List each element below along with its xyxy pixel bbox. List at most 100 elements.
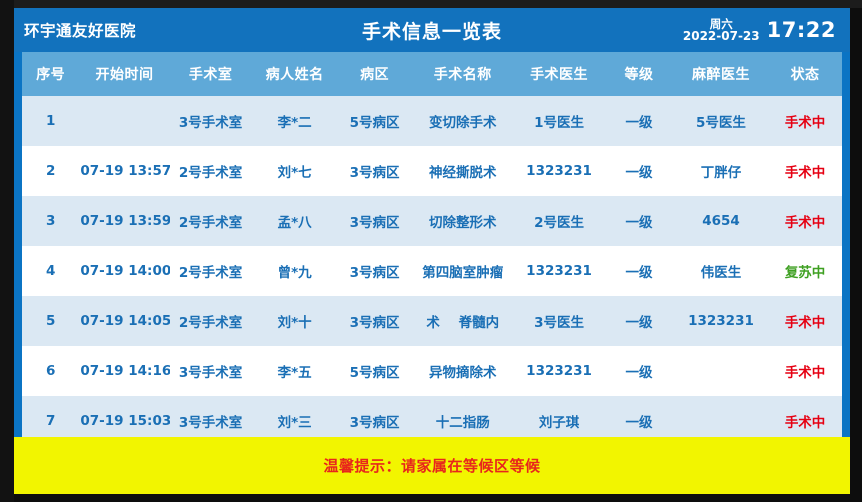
surgery-name-marquee: 变切除手术: [411, 97, 514, 145]
column-header-patient[interactable]: 病人姓名: [251, 52, 338, 96]
column-header-start_time[interactable]: 开始时间: [79, 52, 170, 96]
clock-time: 17:22: [766, 18, 836, 42]
surgery-name-marquee: 神经撕脱术: [411, 147, 514, 195]
notice-bar: 温馨提示：请家属在等候区等候: [14, 437, 850, 494]
cell-start_time: [79, 96, 170, 146]
status-badge: 手术中: [784, 165, 826, 181]
cell-surgery: 变切除手术: [411, 96, 514, 146]
status-badge: 复苏中: [784, 265, 826, 281]
cell-surgeon: 1323231: [513, 346, 605, 396]
column-header-status[interactable]: 状态: [768, 52, 842, 96]
cell-surgeon: 1323231: [513, 146, 605, 196]
cell-status: 手术中: [768, 96, 842, 146]
table-row[interactable]: 4 07-19 14:00 2号手术室 曾*九 3号病区 第四脑室肿瘤 1323231 一级伟…: [22, 246, 842, 296]
table-row[interactable]: 6 07-19 14:16 3号手术室 李*五 5号病区 异物摘除术 1323231 一级 手术…: [22, 346, 842, 396]
cell-ward: 3号病区: [337, 196, 412, 246]
surgery-name-marquee: 十二指肠: [411, 397, 514, 445]
weekday-label: 周六: [709, 16, 733, 31]
display-panel: 环宇通友好医院 手术信息一览表 周六 2022-07-23 17:22 序号 开始…: [14, 8, 850, 494]
cell-anesthetist: 丁胖仔: [673, 146, 769, 196]
cell-ward: 3号病区: [337, 246, 412, 296]
cell-index: 2: [22, 146, 80, 196]
cell-anesthetist: 4654: [673, 196, 769, 246]
cell-surgery: 第四脑室肿瘤: [411, 246, 514, 296]
cell-index: 4: [22, 246, 80, 296]
column-header-ward[interactable]: 病区: [337, 52, 412, 96]
cell-start_time: 07-19 13:57: [79, 146, 170, 196]
cell-level: 一级: [604, 246, 674, 296]
cell-surgeon: 2号医生: [513, 196, 605, 246]
cell-start_time: 07-19 13:59: [79, 196, 170, 246]
cell-ward: 3号病区: [337, 146, 412, 196]
cell-index: 3: [22, 196, 80, 246]
bezel-top: [0, 0, 862, 8]
table-row[interactable]: 5 07-19 14:05 2号手术室 刘*十 3号病区术 脊髓内 3号医生 一级 13232…: [22, 296, 842, 346]
hospital-name: 环宇通友好医院: [24, 22, 137, 40]
cell-patient: 李*二: [251, 96, 338, 146]
cell-start_time: 07-19 14:16: [79, 346, 170, 396]
surgery-name-marquee: 第四脑室肿瘤: [411, 247, 514, 295]
surgery-name-text: 变切除手术: [428, 115, 497, 131]
surgery-name-text: 术 脊髓内: [426, 315, 500, 331]
cell-ward: 3号病区: [337, 296, 412, 346]
cell-status: 复苏中: [768, 246, 842, 296]
cell-patient: 孟*八: [251, 196, 338, 246]
surgery-name-marquee: 切除整形术: [411, 197, 514, 245]
cell-level: 一级: [604, 146, 674, 196]
cell-status: 手术中: [768, 146, 842, 196]
clock-block: 周六 2022-07-23 17:22: [683, 18, 836, 43]
table-row[interactable]: 2 07-19 13:57 2号手术室 刘*七 3号病区 神经撕脱术 1323231 一级 丁胖…: [22, 146, 842, 196]
cell-start_time: 07-19 14:00: [79, 246, 170, 296]
cell-patient: 李*五: [251, 346, 338, 396]
cell-anesthetist: [673, 346, 769, 396]
surgery-name-marquee: 异物摘除术: [411, 347, 514, 395]
column-header-surgery[interactable]: 手术名称: [411, 52, 514, 96]
cell-anesthetist: 5号医生: [673, 96, 769, 146]
cell-surgery: 切除整形术: [411, 196, 514, 246]
surgery-name-marquee: 术 脊髓内: [411, 297, 514, 345]
surgery-info-table: 序号 开始时间 手术室 病人姓名 病区 手术名称 手术医生 等级 麻醉医生 状态 1 3号手术室 李*…: [22, 52, 842, 446]
cell-level: 一级: [604, 346, 674, 396]
cell-anesthetist: 伟医生: [673, 246, 769, 296]
cell-patient: 曾*九: [251, 246, 338, 296]
cell-room: 2号手术室: [169, 196, 252, 246]
cell-surgery: 术 脊髓内: [411, 296, 514, 346]
cell-patient: 刘*十: [251, 296, 338, 346]
cell-level: 一级: [604, 196, 674, 246]
surgery-name-text: 第四脑室肿瘤: [422, 265, 504, 281]
table-container: 序号 开始时间 手术室 病人姓名 病区 手术名称 手术医生 等级 麻醉医生 状态 1 3号手术室 李*…: [14, 52, 850, 494]
column-header-anesthetist[interactable]: 麻醉医生: [673, 52, 769, 96]
column-header-level[interactable]: 等级: [604, 52, 674, 96]
surgery-name-text: 十二指肠: [435, 415, 490, 431]
cell-index: 5: [22, 296, 80, 346]
column-header-index[interactable]: 序号: [22, 52, 80, 96]
table-body: 1 3号手术室 李*二 5号病区 变切除手术 1号医生 一级 5号医生 手术中 2 07-19 13…: [22, 96, 842, 446]
bezel-left: [0, 0, 14, 502]
cell-ward: 5号病区: [337, 96, 412, 146]
status-badge: 手术中: [784, 315, 826, 331]
surgery-name-text: 切除整形术: [428, 215, 497, 231]
cell-ward: 5号病区: [337, 346, 412, 396]
cell-surgery: 神经撕脱术: [411, 146, 514, 196]
cell-anesthetist: 1323231: [673, 296, 769, 346]
cell-room: 3号手术室: [169, 346, 252, 396]
column-header-room[interactable]: 手术室: [169, 52, 252, 96]
cell-room: 2号手术室: [169, 146, 252, 196]
cell-start_time: 07-19 14:05: [79, 296, 170, 346]
cell-room: 2号手术室: [169, 296, 252, 346]
date-label: 2022-07-23: [682, 28, 760, 43]
surgery-name-text: 异物摘除术: [428, 365, 497, 381]
cell-status: 手术中: [768, 346, 842, 396]
status-badge: 手术中: [784, 365, 826, 381]
cell-status: 手术中: [768, 296, 842, 346]
status-badge: 手术中: [784, 215, 826, 231]
table-row[interactable]: 1 3号手术室 李*二 5号病区 变切除手术 1号医生 一级 5号医生 手术中: [22, 96, 842, 146]
cell-level: 一级: [604, 296, 674, 346]
cell-level: 一级: [604, 96, 674, 146]
cell-surgeon: 1323231: [513, 246, 605, 296]
status-badge: 手术中: [784, 115, 826, 131]
table-row[interactable]: 3 07-19 13:59 2号手术室 孟*八 3号病区 切除整形术 2号医生 一级 4654 手…: [22, 196, 842, 246]
column-header-surgeon[interactable]: 手术医生: [513, 52, 605, 96]
date-stack: 周六 2022-07-23: [683, 18, 760, 43]
